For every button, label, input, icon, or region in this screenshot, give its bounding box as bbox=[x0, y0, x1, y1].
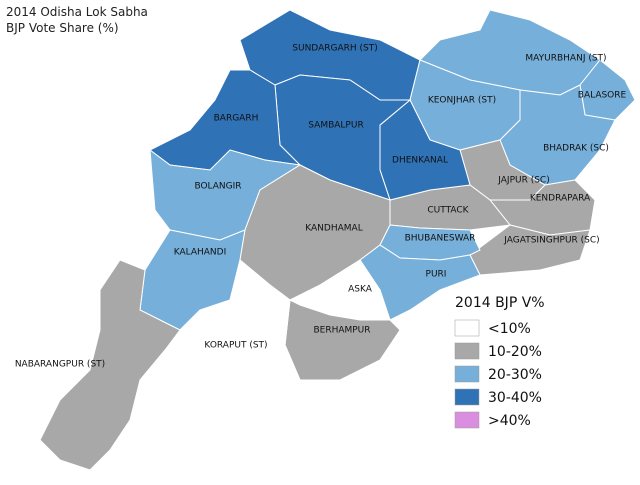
region-label: KALAHANDI bbox=[174, 248, 227, 258]
legend-label: <10% bbox=[488, 321, 531, 337]
region-label: SUNDARGARH (ST) bbox=[292, 44, 377, 54]
legend-swatch bbox=[454, 342, 480, 360]
legend-title: 2014 BJP V% bbox=[455, 295, 545, 311]
legend-label: 10-20% bbox=[488, 344, 542, 360]
legend-label: >40% bbox=[488, 413, 531, 429]
map-subtitle: BJP Vote Share (%) bbox=[6, 21, 119, 35]
region bbox=[469, 224, 591, 276]
legend-swatch bbox=[454, 411, 480, 429]
region-label: DHENKANAL bbox=[392, 156, 448, 166]
legend-label: 20-30% bbox=[488, 367, 542, 383]
region-label: MAYURBHANJ (ST) bbox=[525, 54, 606, 64]
region bbox=[499, 84, 616, 186]
region-label: BALASORE bbox=[578, 91, 627, 101]
region-label: BARGARH bbox=[214, 114, 259, 124]
region-label: KEONJHAR (ST) bbox=[428, 96, 496, 106]
region-label: KORAPUT (ST) bbox=[204, 341, 267, 351]
region-label: BHUBANESWAR bbox=[405, 234, 476, 244]
region-label: BHADRAK (SC) bbox=[543, 144, 609, 154]
legend-swatch bbox=[454, 319, 480, 337]
region-labels: SUNDARGARH (ST) MAYURBHANJ (ST) BALASORE… bbox=[15, 44, 627, 370]
region-label: PURI bbox=[426, 270, 447, 280]
region-label: SAMBALPUR bbox=[308, 121, 363, 131]
region bbox=[39, 259, 181, 471]
legend-swatch bbox=[454, 388, 480, 406]
regions bbox=[39, 9, 636, 471]
region-label: BERHAMPUR bbox=[313, 326, 370, 336]
legend: <10% 10-20% 20-30% 30-40% >40% bbox=[454, 319, 542, 429]
region-label: KENDRAPARA bbox=[530, 194, 591, 204]
legend-label: 30-40% bbox=[488, 390, 542, 406]
region-label: JAJPUR (SC) bbox=[497, 176, 549, 186]
region-label: JAGATSINGHPUR (SC) bbox=[503, 236, 599, 246]
region-label: NABARANGPUR (ST) bbox=[15, 360, 105, 370]
region-label: BOLANGIR bbox=[194, 182, 241, 192]
map-title: 2014 Odisha Lok Sabha bbox=[6, 5, 148, 19]
legend-swatch bbox=[454, 365, 480, 383]
region-label: CUTTACK bbox=[427, 206, 469, 216]
region-label: ASKA bbox=[348, 285, 373, 295]
region-label: KANDHAMAL bbox=[305, 224, 362, 234]
